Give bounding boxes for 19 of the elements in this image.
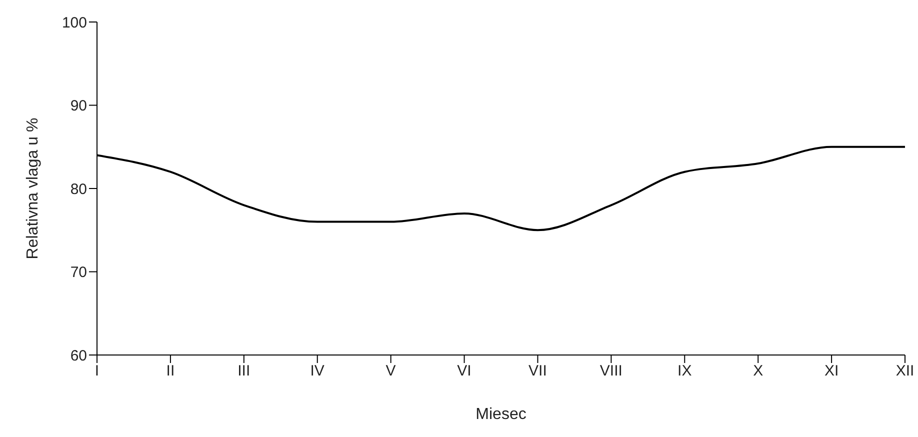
x-tick-label: XI xyxy=(824,362,839,380)
x-tick-label: III xyxy=(238,362,250,380)
y-tick-label: 60 xyxy=(70,347,87,364)
x-tick-label: X xyxy=(753,362,764,380)
y-axis-title: Relativna vlaga u % xyxy=(24,118,42,260)
x-tick-label: V xyxy=(386,362,396,380)
x-axis-title: Miesec xyxy=(476,406,526,423)
x-tick-label: XII xyxy=(896,362,914,380)
x-tick-label: VII xyxy=(528,362,547,380)
y-tick-label: 70 xyxy=(70,264,87,282)
y-tick-label: 90 xyxy=(70,98,87,115)
x-tick-label: I xyxy=(94,362,100,380)
x-tick-label: II xyxy=(166,362,175,380)
x-tick-label: VI xyxy=(457,362,472,380)
x-tick-label: IV xyxy=(310,362,324,380)
x-tick-label: IX xyxy=(678,362,692,380)
y-tick-label: 100 xyxy=(62,14,87,32)
y-tick-label: 80 xyxy=(70,180,87,198)
x-tick-label: VIII xyxy=(600,362,622,380)
